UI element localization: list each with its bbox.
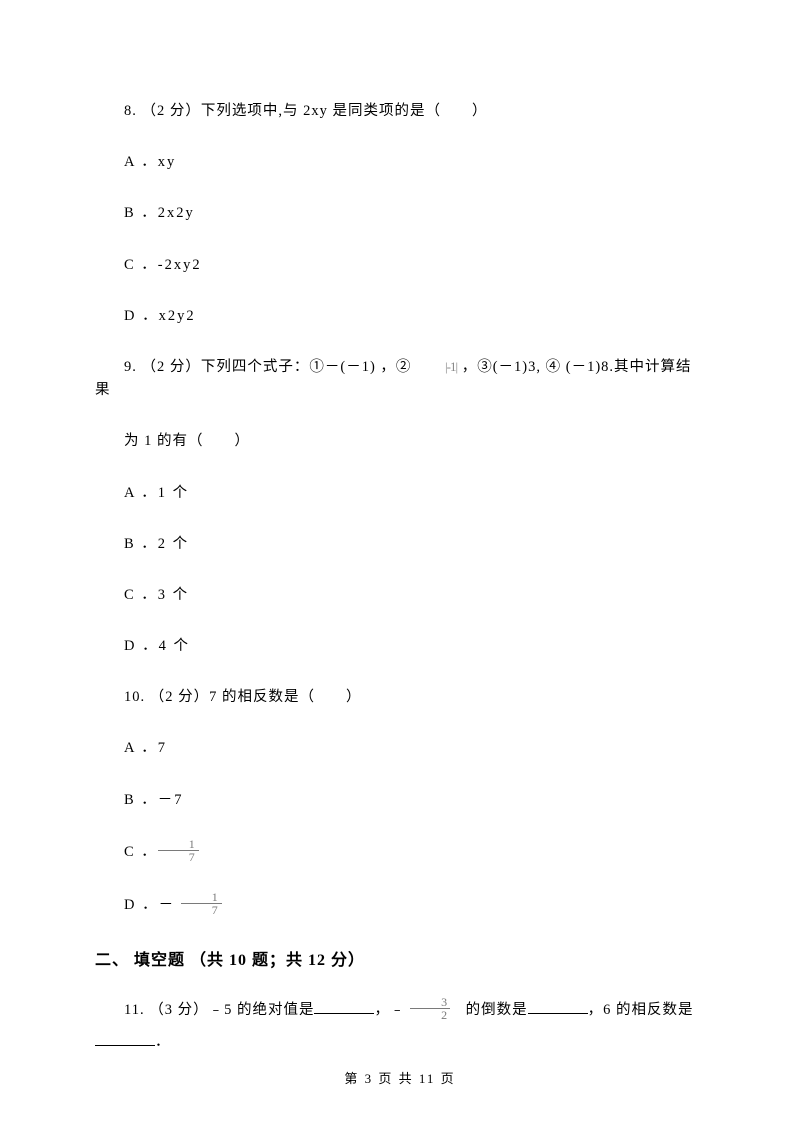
question-8-option-d: D ．x2y2 bbox=[95, 305, 705, 328]
question-8-stem: 8. （2 分）下列选项中,与 2xy 是同类项的是（ ） bbox=[95, 100, 705, 123]
section-2-title: 二、 填空题 （共 10 题；共 12 分） bbox=[95, 946, 705, 970]
q11-mid3: ，6 的相反数是 bbox=[588, 1002, 694, 1018]
blank-1 bbox=[314, 999, 374, 1014]
question-8: 8. （2 分）下列选项中,与 2xy 是同类项的是（ ） A ．xy B ．2… bbox=[95, 100, 705, 328]
page-footer: 第 3 页 共 11 页 bbox=[0, 1068, 800, 1087]
question-10-stem: 10. （2 分）7 的相反数是（ ） bbox=[95, 686, 705, 709]
question-10-option-d: D ．－ 17 bbox=[95, 893, 705, 918]
frac-num: 1 bbox=[158, 838, 199, 851]
frac-num: 1 bbox=[181, 891, 222, 904]
question-9-option-c: C ．3 个 bbox=[95, 584, 705, 607]
question-8-option-c: C ．-2xy2 bbox=[95, 254, 705, 277]
question-11-cont: ． bbox=[95, 1031, 705, 1054]
q11-mid2: 的倒数是 bbox=[450, 1002, 528, 1018]
question-9-option-a: A ．1 个 bbox=[95, 482, 705, 505]
question-8-option-b: B ．2x2y bbox=[95, 202, 705, 225]
frac-den: 7 bbox=[158, 851, 199, 863]
q11-end: ． bbox=[155, 1034, 171, 1050]
q9-stem-pre: 9. （2 分）下列四个式子：①－(－1) ，② bbox=[124, 359, 416, 375]
frac-den: 7 bbox=[181, 904, 222, 916]
question-9-option-b: B ．2 个 bbox=[95, 533, 705, 556]
blank-3 bbox=[95, 1031, 155, 1046]
q10-d-pre: D ．－ bbox=[124, 897, 181, 913]
fraction-3-2: 32 bbox=[410, 996, 450, 1021]
q10-c-pre: C ． bbox=[124, 844, 158, 860]
question-10-option-b: B ．－7 bbox=[95, 789, 705, 812]
q9-stem-line2: 为 1 的有（ ） bbox=[95, 430, 705, 453]
frac-den: 2 bbox=[410, 1009, 450, 1021]
q11-mid1: ，﹣ bbox=[374, 1002, 410, 1018]
question-9-stem: 9. （2 分）下列四个式子：①－(－1) ，② |-1| ，③(－1)3, ④… bbox=[95, 356, 705, 402]
question-10: 10. （2 分）7 的相反数是（ ） A ．7 B ．－7 C ．17 D ．… bbox=[95, 686, 705, 918]
fraction-1-7: 17 bbox=[158, 838, 199, 863]
question-10-option-c: C ．17 bbox=[95, 840, 705, 865]
abs-minus-one-icon: |-1| bbox=[416, 357, 457, 378]
question-11: 11. （3 分）﹣5 的绝对值是 ，﹣ 32 的倒数是 ，6 的相反数是 bbox=[95, 998, 705, 1023]
fraction-neg-1-7: 17 bbox=[181, 891, 222, 916]
frac-num: 3 bbox=[410, 996, 450, 1009]
question-9: 9. （2 分）下列四个式子：①－(－1) ，② |-1| ，③(－1)3, ④… bbox=[95, 356, 705, 658]
blank-2 bbox=[528, 999, 588, 1014]
question-9-option-d: D ．4 个 bbox=[95, 635, 705, 658]
question-10-option-a: A ．7 bbox=[95, 737, 705, 760]
question-8-option-a: A ．xy bbox=[95, 151, 705, 174]
q11-pre: 11. （3 分）﹣5 的绝对值是 bbox=[124, 1002, 314, 1018]
